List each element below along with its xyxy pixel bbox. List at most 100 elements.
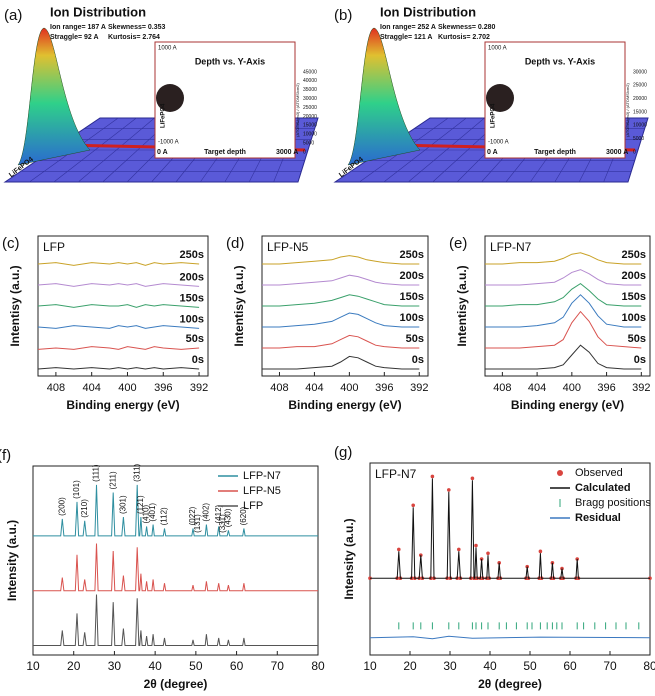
x-tick-label: 10 [26,659,40,673]
legend-label: Calculated [575,482,631,494]
x-tick-label: 80 [643,659,655,673]
srim-title: Ion Distribution [380,4,476,19]
peak-label: (331) [218,514,227,533]
y-axis-label: Intentisy (a.u.) [232,265,246,346]
peak-label: (311) [132,463,141,481]
peak-label: (131) [193,514,202,533]
x-tick-label: 400 [118,382,136,394]
x-tick-label: 40 [148,659,162,673]
inset-axis-title: (ATOMS/cm3) / (ATOMS/cm2) [295,82,300,136]
y-axis-label: Intensity (a.u.) [5,520,19,601]
chart: 10 20 30 40 50 60 70 80 (f) 2θ (degree) Intensity … [0,447,325,691]
inset-ytick: 35000 [303,87,317,93]
inset-bottom: -1000 A [488,140,509,146]
series-label: 50s [186,333,204,345]
x-tick-label: 392 [190,382,208,394]
inset-ytick: 10000 [633,123,647,129]
series-line [37,283,200,287]
series-label: 150s [180,292,204,304]
inset-ytick: 5000 [303,140,314,146]
x-axis-label: Binding energy (eV) [511,398,624,412]
panel-title: LFP-N7 [490,240,532,254]
series-line [37,367,200,370]
legend-label: LFP-N5 [243,485,281,497]
series-line [262,334,420,349]
plot-frame [32,465,319,656]
inset-top: 1000 A [488,46,507,52]
ion-peak [347,27,421,166]
series-label: 150s [400,291,424,303]
srim-title: Ion Distribution [50,4,146,19]
inset-ytick: 25000 [303,105,317,111]
data-point [457,547,461,552]
inset-axis: Target depth [204,149,246,156]
series-line [370,478,650,579]
inset-ylabel: LiFePO4 [161,103,167,128]
series-line [37,262,200,266]
x-tick-label: 404 [83,382,101,394]
data-point [447,488,451,492]
inset-ytick: 15000 [633,109,647,115]
x-tick-label: 30 [108,659,122,673]
data-point [430,474,435,479]
inset-ytick: 30000 [633,69,647,75]
series-line [485,310,642,349]
chart: 408 404 400 396 392 (d) LFP-N5 Binding energy (… [226,235,429,412]
series-line [485,252,642,265]
srim-panel: (b) Ion Distribution Ion range= 252 A Skewn… [333,4,649,183]
panel-label: (c) [2,235,20,252]
inset-bottom: -1000 A [158,140,179,146]
series-label: 200s [180,271,204,283]
peak-label: (211) [108,471,117,489]
legend-label: LFP [243,500,263,512]
series-label: 250s [400,249,424,261]
x-tick-label: 392 [632,382,650,394]
peak-label: (111) [92,464,101,482]
data-point [397,547,401,552]
series-line [37,304,200,308]
peak-label: (620) [239,506,248,525]
inset-axis: 3000 A [276,149,298,156]
srim-stat: Skewness= 0.353 [108,24,166,31]
series-line [262,274,420,286]
inset-top: 1000 A [158,46,177,52]
x-tick-label: 396 [597,382,615,394]
series-label: 250s [622,249,646,261]
x-axis-label: 2θ (degree) [144,677,208,691]
series-label: 100s [400,312,424,324]
peak-label: (022) [188,506,197,525]
ion-peak [17,27,91,166]
x-tick-label: 70 [271,659,285,673]
peak-label: (430) [224,508,233,527]
inset-ytick: 10000 [303,132,317,138]
srim-stat: Kurtosis= 2.702 [438,34,490,41]
inset-ytick: 0 [303,149,306,155]
legend-label: Observed [575,467,623,479]
inset-ytick: 40000 [303,78,317,84]
ion-cloud [156,84,184,112]
x-tick-label: 408 [493,382,511,394]
x-tick-label: 70 [603,659,617,673]
series-line [262,294,420,307]
inset-ytick: 25000 [633,83,647,89]
inset-axis: 0 A [157,149,168,156]
series-line [33,543,318,592]
inset-axis: Target depth [534,149,576,156]
series-line [33,594,318,646]
y-axis-label: Intentisy (a.u.) [455,265,469,346]
chart: 408 404 400 396 392 (c) LFP Binding energy (eV)… [2,235,209,412]
srim-stat: Kurtosis= 2.764 [108,34,160,41]
panel-label: (b) [334,7,352,24]
series-line [485,344,642,370]
series-line [262,355,420,370]
panel-title: LFP-N5 [267,240,309,254]
peak-label: (301) [118,495,127,514]
series-line [369,635,651,640]
x-tick-label: 400 [563,382,581,394]
series-line [33,484,318,537]
x-tick-label: 396 [154,382,172,394]
legend-label: Bragg positions [575,497,651,509]
series-line [485,294,642,328]
srim-stat: Straggle= 92 A [50,34,99,41]
